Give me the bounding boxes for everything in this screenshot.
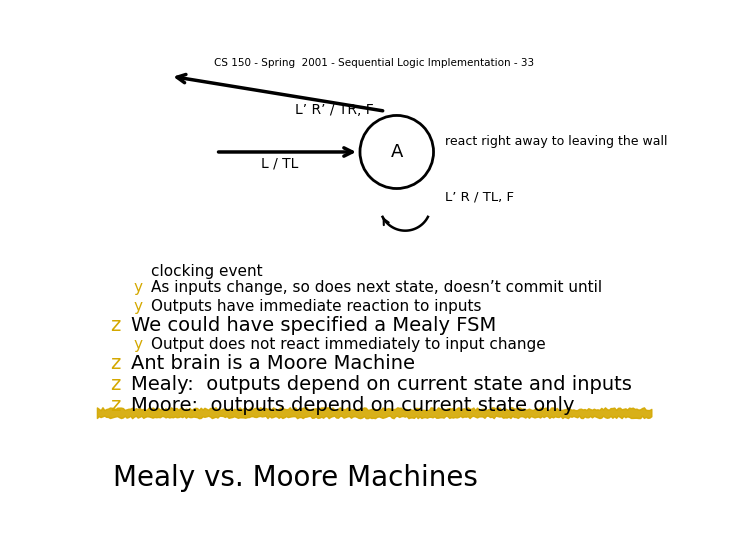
Text: Outputs have immediate reaction to inputs: Outputs have immediate reaction to input… (150, 299, 481, 315)
Text: y: y (134, 299, 142, 315)
Text: We could have specified a Mealy FSM: We could have specified a Mealy FSM (131, 316, 496, 335)
Text: As inputs change, so does next state, doesn’t commit until: As inputs change, so does next state, do… (150, 281, 602, 295)
Text: z: z (110, 396, 121, 415)
Text: y: y (134, 337, 142, 352)
Text: CS 150 - Spring  2001 - Sequential Logic Implementation - 33: CS 150 - Spring 2001 - Sequential Logic … (214, 58, 534, 68)
Text: react right away to leaving the wall: react right away to leaving the wall (445, 135, 667, 148)
Text: Mealy vs. Moore Machines: Mealy vs. Moore Machines (112, 464, 477, 492)
Text: Ant brain is a Moore Machine: Ant brain is a Moore Machine (131, 354, 415, 373)
Text: z: z (110, 316, 121, 335)
Text: Moore:  outputs depend on current state only: Moore: outputs depend on current state o… (131, 396, 575, 415)
Text: y: y (134, 281, 142, 295)
Text: L’ R / TL, F: L’ R / TL, F (445, 190, 514, 203)
Text: z: z (110, 354, 121, 373)
Text: L’ R’ / TR, F: L’ R’ / TR, F (295, 103, 374, 117)
Text: A: A (391, 143, 403, 161)
Text: clocking event: clocking event (150, 264, 262, 278)
Text: Output does not react immediately to input change: Output does not react immediately to inp… (150, 337, 545, 352)
Text: Mealy:  outputs depend on current state and inputs: Mealy: outputs depend on current state a… (131, 375, 631, 394)
Text: L / TL: L / TL (261, 157, 299, 171)
Text: z: z (110, 375, 121, 394)
